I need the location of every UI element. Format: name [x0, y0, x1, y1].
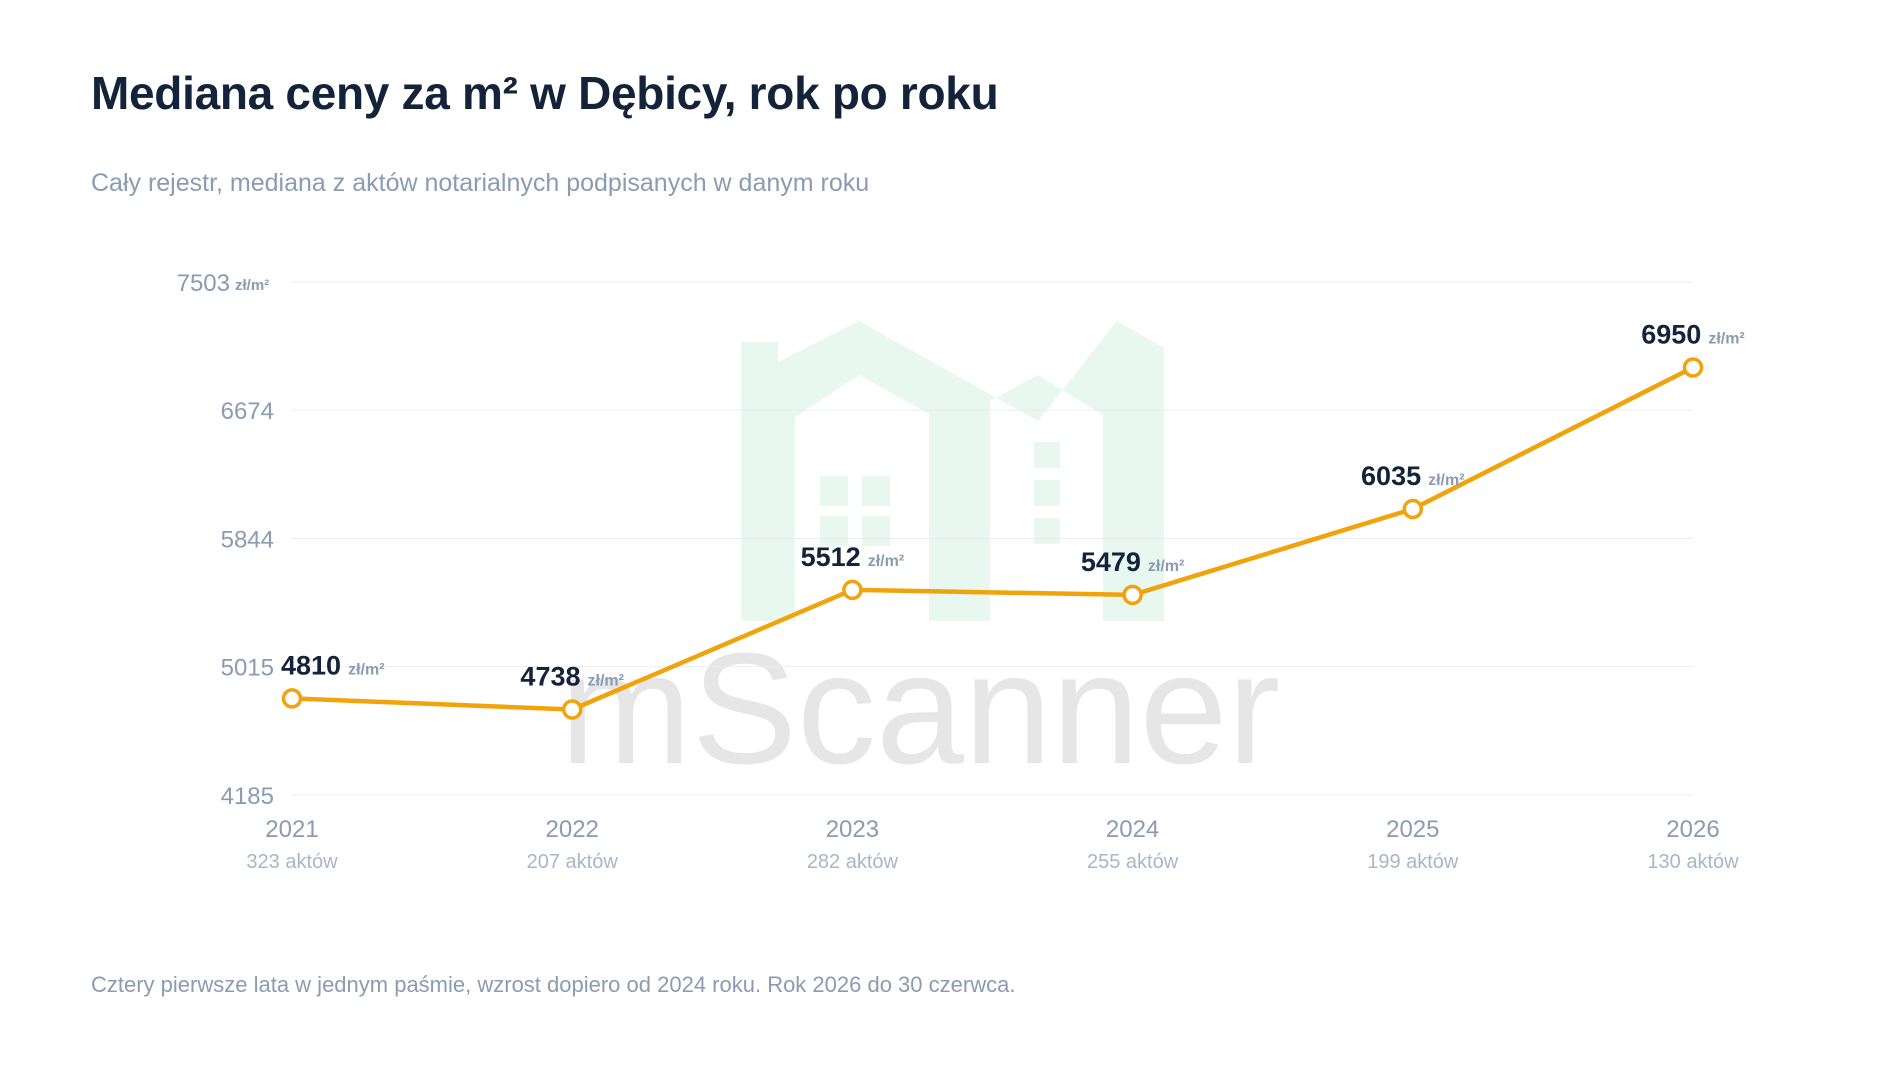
- x-tick-sublabel: 130 aktów: [1647, 851, 1739, 873]
- y-tick-label: 4185: [221, 783, 274, 810]
- x-tick-sublabel: 255 aktów: [1087, 851, 1179, 873]
- y-tick-label: 5015: [221, 655, 274, 682]
- watermark-window: [820, 516, 848, 546]
- data-point: [842, 579, 863, 601]
- data-label: 5512 zł/m²: [801, 542, 905, 572]
- watermark: mScanner: [560, 321, 1280, 797]
- chart-footnote: Cztery pierwsze lata w jednym paśmie, wz…: [91, 972, 1016, 997]
- watermark-window: [1034, 518, 1060, 544]
- watermark-window: [862, 516, 890, 546]
- x-tick-label: 2023: [826, 816, 879, 843]
- watermark-house-logo: [741, 321, 1164, 621]
- y-tick-label: 6674: [221, 398, 274, 425]
- x-tick-sublabel: 199 aktów: [1367, 851, 1459, 873]
- data-label: 5479 zł/m²: [1081, 547, 1185, 577]
- y-tick-label: 7503: [177, 270, 230, 297]
- watermark-text: mScanner: [560, 621, 1280, 797]
- data-label: 4810 zł/m²: [281, 650, 385, 680]
- y-axis: 4185 5015 5844 6674 7503 zł/m²: [177, 270, 274, 810]
- x-tick-label: 2026: [1666, 816, 1719, 843]
- data-point: [1402, 498, 1424, 520]
- watermark-window: [820, 476, 848, 506]
- watermark-window: [862, 476, 890, 506]
- watermark-window: [1034, 480, 1060, 506]
- data-label: 6035 zł/m²: [1361, 461, 1465, 491]
- x-tick-label: 2022: [546, 816, 599, 843]
- y-tick-label: 5844: [221, 527, 274, 554]
- x-tick-sublabel: 282 aktów: [807, 851, 899, 873]
- data-point: [281, 688, 303, 709]
- data-label: 4738 zł/m²: [520, 662, 624, 692]
- x-tick-label: 2024: [1106, 816, 1159, 843]
- data-point: [1122, 584, 1143, 606]
- x-axis: 2021 323 aktów 2022 207 aktów 2023 282 aktów 2…: [246, 816, 1739, 873]
- data-label: 6950 zł/m²: [1641, 320, 1745, 350]
- x-tick-label: 2025: [1386, 816, 1439, 843]
- data-point: [561, 699, 583, 720]
- data-point: [1682, 357, 1704, 378]
- chart-subtitle: Cały rejestr, mediana z aktów notarialny…: [91, 169, 870, 197]
- series-line: [289, 365, 1696, 712]
- x-tick-sublabel: 323 aktów: [246, 851, 338, 873]
- series-median-price: [281, 357, 1704, 720]
- gridlines: [292, 281, 1693, 796]
- data-labels: 4810 zł/m² 4738 zł/m² 5512 zł/m² 5479 zł/m² 6035…: [281, 320, 1745, 692]
- x-tick-label: 2021: [265, 816, 318, 843]
- chart-title: Mediana ceny za m² w Dębicy, rok po roku: [91, 67, 999, 119]
- y-tick-unit: zł/m²: [235, 277, 269, 294]
- x-tick-sublabel: 207 aktów: [527, 851, 619, 873]
- watermark-window: [1034, 442, 1060, 468]
